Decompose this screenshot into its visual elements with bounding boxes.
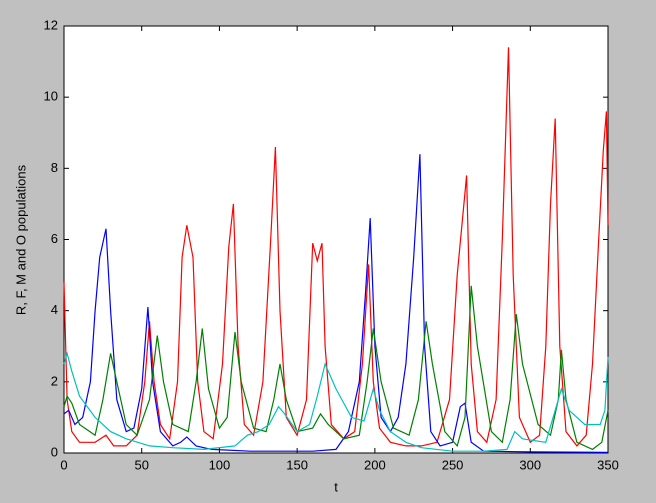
x-axis-label: t bbox=[334, 479, 338, 494]
y-tick-label: 2 bbox=[51, 373, 58, 388]
y-tick-label: 6 bbox=[51, 231, 58, 246]
series-line bbox=[63, 351, 609, 452]
x-tick-label: 0 bbox=[60, 457, 67, 472]
x-tick-label: 350 bbox=[597, 457, 619, 472]
series-line bbox=[63, 154, 609, 453]
x-tick-label: 300 bbox=[519, 457, 541, 472]
x-tick-label: 50 bbox=[134, 457, 148, 472]
series-line bbox=[63, 47, 609, 447]
y-tick-label: 0 bbox=[51, 444, 58, 459]
x-tick-label: 150 bbox=[286, 457, 308, 472]
series-line bbox=[63, 285, 609, 451]
y-tick-label: 10 bbox=[44, 89, 58, 104]
y-axis-label: R, F, M and O populations bbox=[13, 164, 28, 315]
y-tick-label: 8 bbox=[51, 160, 58, 175]
x-tick-label: 250 bbox=[442, 457, 464, 472]
x-tick-label: 100 bbox=[209, 457, 231, 472]
y-tick-label: 12 bbox=[44, 17, 58, 32]
x-tick-label: 200 bbox=[364, 457, 386, 472]
y-tick-label: 4 bbox=[51, 302, 58, 317]
